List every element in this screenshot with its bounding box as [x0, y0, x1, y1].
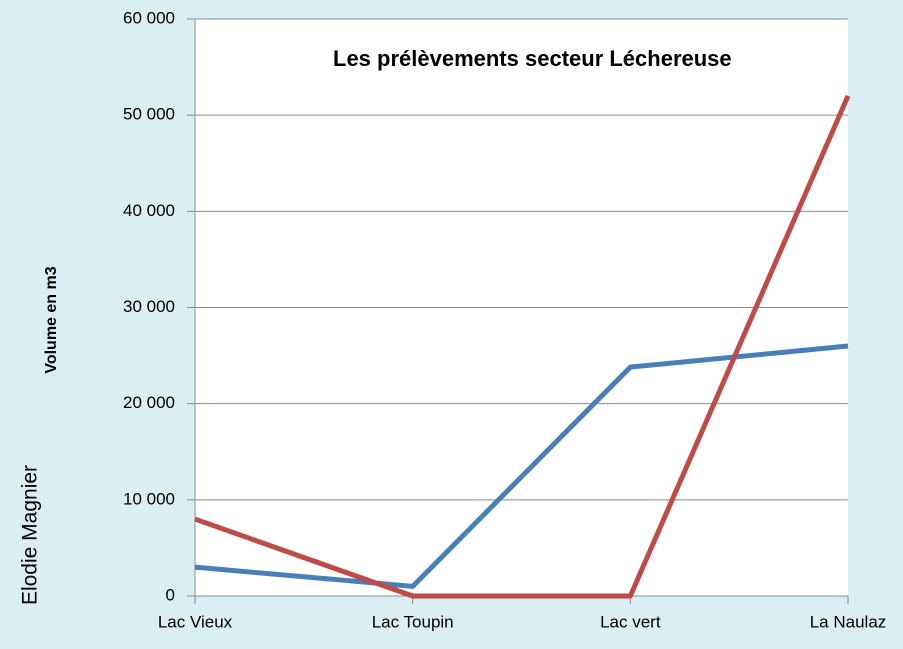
- x-tick-label: Lac vert: [600, 612, 661, 631]
- y-tick-label: 0: [166, 585, 175, 604]
- x-tick-label: La Naulaz: [810, 612, 887, 631]
- y-tick-label: 50 000: [123, 105, 175, 124]
- y-tick-label: 60 000: [123, 8, 175, 27]
- series-line: [194, 94, 851, 599]
- y-axis-label: Volume en m3: [43, 266, 60, 373]
- y-tick-label: 40 000: [123, 201, 175, 220]
- chart-title: Les prélèvements secteur Léchereuse: [333, 46, 732, 71]
- y-tick-label: 20 000: [123, 393, 175, 412]
- author-annotation: Elodie Magnier: [19, 465, 42, 605]
- y-tick-label: 10 000: [123, 489, 175, 508]
- series-line: [194, 343, 849, 589]
- x-tick-label: Lac Vieux: [158, 612, 233, 631]
- x-tick-label: Lac Toupin: [372, 612, 454, 631]
- y-tick-label: 30 000: [123, 297, 175, 316]
